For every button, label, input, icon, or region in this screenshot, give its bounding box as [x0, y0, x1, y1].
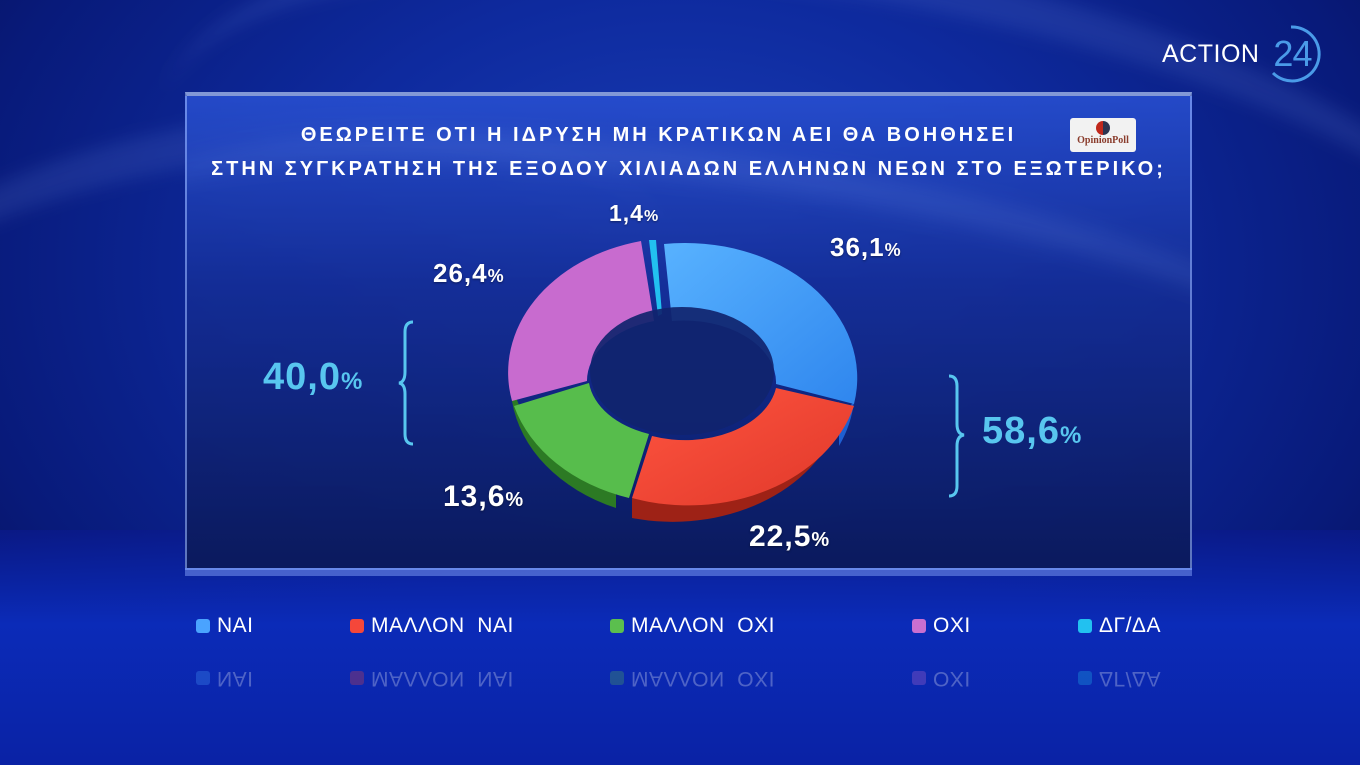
slice-nai[interactable] [664, 242, 858, 404]
negative-total: 40,0% [263, 356, 364, 398]
legend-reflection: ΝΑΙ ΜΑΛΛΟΝ ΝΑΙ ΜΑΛΛΟΝ ΟΧΙ ΟΧΙ ΔΓ/ΔΑ [0, 660, 1360, 690]
donut-chart [508, 240, 858, 522]
slice-oxi[interactable] [508, 241, 654, 401]
chart-panel: ΘΕΩΡΕΙΤΕ ΟΤΙ Η ΙΔΡΥΣΗ ΜΗ ΚΡΑΤΙΚΩΝ ΑΕΙ ΘΑ… [185, 92, 1192, 570]
swatch-dg-da [1078, 619, 1092, 633]
right-brace-icon [948, 374, 965, 498]
question-line-2: ΣΤΗΝ ΣΥΓΚΡΑΤΗΣΗ ΤΗΣ ΕΞΟΔΟΥ ΧΙΛΙΑΔΩΝ ΕΛΛΗ… [211, 158, 1166, 180]
legend-reflection-item: ΟΧΙ [912, 666, 971, 690]
left-brace-icon [398, 320, 414, 446]
label-oxi: 26,4% [433, 258, 505, 288]
opinionpoll-icon [1096, 121, 1110, 135]
legend-item-mallon-nai: ΜΑΛΛΟΝ ΝΑΙ [350, 614, 514, 638]
legend: ΝΑΙ ΜΑΛΛΟΝ ΝΑΙ ΜΑΛΛΟΝ ΟΧΙ ΟΧΙ ΔΓ/ΔΑ [0, 614, 1360, 644]
logo-24-icon: 24 [1261, 23, 1323, 85]
swatch-nai [196, 619, 210, 633]
slice-mallon-nai[interactable] [632, 388, 854, 506]
slice-dg-da[interactable] [649, 240, 662, 316]
legend-reflection-item: ΜΑΛΛΟΝ ΟΧΙ [610, 666, 775, 690]
swatch-mallon-oxi [610, 619, 624, 633]
label-dg-da: 1,4% [609, 200, 660, 226]
positive-total: 58,6% [982, 410, 1083, 452]
opinionpoll-logo: OpinionPoll [1070, 118, 1136, 152]
label-nai: 36,1% [830, 232, 902, 262]
legend-item-oxi: ΟΧΙ [912, 614, 971, 638]
swatch-oxi [912, 619, 926, 633]
slice-mallon-oxi[interactable] [514, 383, 649, 498]
question-line-1: ΘΕΩΡΕΙΤΕ ΟΤΙ Η ΙΔΡΥΣΗ ΜΗ ΚΡΑΤΙΚΩΝ ΑΕΙ ΘΑ… [300, 124, 1017, 146]
logo-text: ACTION [1162, 39, 1260, 68]
label-mallon-oxi: 13,6% [443, 480, 525, 513]
legend-reflection-item: ΝΑΙ [196, 666, 254, 690]
donut-hole [590, 307, 774, 435]
legend-item-mallon-oxi: ΜΑΛΛΟΝ ΟΧΙ [610, 614, 775, 638]
swatch-mallon-nai [350, 619, 364, 633]
legend-item-dg-da: ΔΓ/ΔΑ [1078, 614, 1161, 638]
channel-logo: ACTION 24 [1162, 22, 1323, 86]
legend-item-nai: ΝΑΙ [196, 614, 254, 638]
slice-mallon-oxi-side [512, 381, 616, 508]
legend-reflection-item: ΔΓ/ΔΑ [1078, 666, 1161, 690]
legend-reflection-item: ΜΑΛΛΟΝ ΝΑΙ [350, 666, 514, 690]
label-mallon-nai: 22,5% [749, 520, 831, 553]
